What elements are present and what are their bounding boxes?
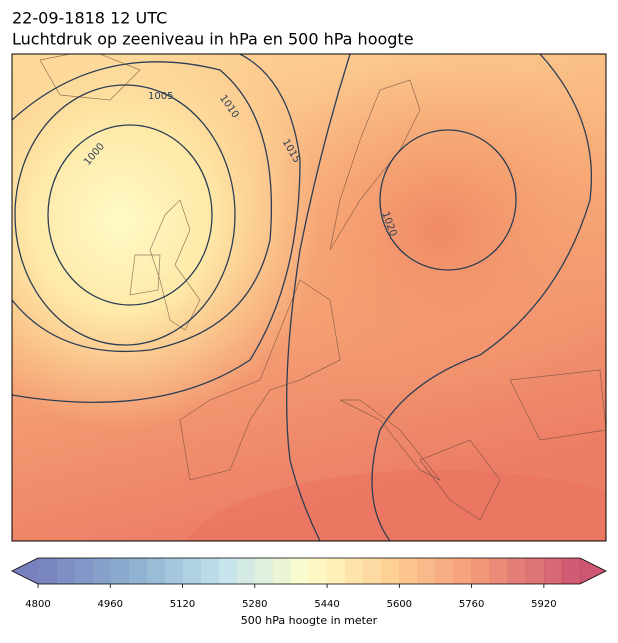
colorbar: 4800 4960 5120 5280 5440 5600 5760 5920 (11, 557, 607, 610)
colorbar-segment (74, 558, 93, 584)
colorbar-segment (110, 558, 129, 584)
colorbar-segment (561, 558, 581, 584)
colorbar-segment (272, 558, 292, 584)
colorbar-segment (38, 558, 57, 584)
isobar-label: 1005 (148, 91, 173, 102)
colorbar-segment (381, 558, 400, 584)
colorbar-segment (453, 558, 473, 584)
isobars (12, 54, 593, 541)
title: 22-09-1818 12 UTC (12, 9, 167, 28)
colorbar-segment (218, 558, 238, 584)
colorbar-tick-label: 5760 (459, 599, 484, 610)
colorbar-tick-label: 5920 (531, 599, 556, 610)
colorbar-tick-label: 5600 (387, 599, 412, 610)
colorbar-tick-label: 5280 (242, 599, 267, 610)
colorbar-segment (309, 558, 328, 584)
colorbar-segment (146, 558, 165, 584)
map-frame (11, 53, 607, 542)
colorbar-segment (327, 558, 346, 584)
colorbar-label: 500 hPa hoogte in meter (241, 614, 378, 627)
colorbar-segment (92, 558, 111, 584)
colorbar-segment (254, 558, 274, 584)
colorbar-segment (543, 558, 563, 584)
colorbar-segment (489, 558, 509, 584)
colorbar-segment (435, 558, 455, 584)
colorbar-segment (164, 558, 184, 584)
colorbar-segment (56, 558, 75, 584)
colorbar-extend-high (580, 558, 606, 584)
colorbar-tick-label: 5440 (314, 599, 339, 610)
colorbar-segment (236, 558, 256, 584)
coastlines (39, 54, 606, 521)
colorbar-segment (290, 558, 310, 584)
colorbar-segment (182, 558, 202, 584)
colorbar-tick-label: 5120 (170, 599, 195, 610)
colorbar-tick-label: 4960 (98, 599, 123, 610)
colorbar-extend-low (12, 558, 38, 584)
colorbar-segment (128, 558, 147, 584)
subtitle: Luchtdruk op zeeniveau in hPa en 500 hPa… (12, 30, 414, 49)
colorbar-segment (363, 558, 382, 584)
map: 1005 1010 1000 1015 1020 (12, 54, 606, 541)
colorbar-segment (345, 558, 364, 584)
colorbar-segment (200, 558, 220, 584)
colorbar-segment (471, 558, 491, 584)
colorbar-segment (525, 558, 545, 584)
colorbar-segment (417, 558, 436, 584)
colorbar-tick-label: 4800 (25, 599, 50, 610)
colorbar-segment (399, 558, 418, 584)
colorbar-segment (507, 558, 527, 584)
